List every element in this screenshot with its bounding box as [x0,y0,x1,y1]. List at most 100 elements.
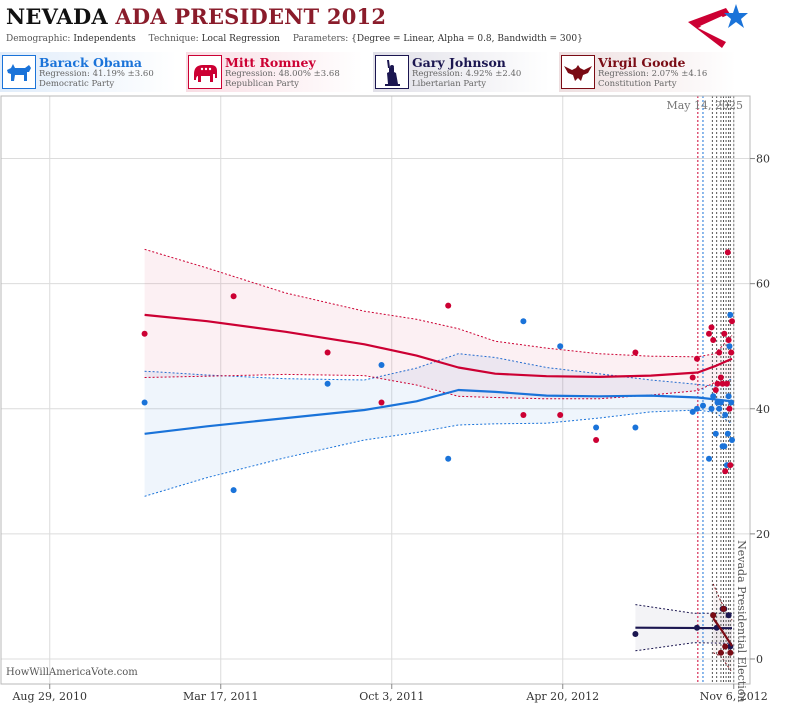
candidate-regression: Regression: 48.00% ±3.68 [225,69,340,79]
virgil-goode-poll-point [720,605,727,612]
demographic-value: Independents [73,34,136,44]
x-tick-label: Mar 17, 2011 [183,690,259,703]
gary-johnson-band-lower [635,642,733,652]
legend-item-johnson[interactable]: Gary Johnson Regression: 4.92% ±2.40 Lib… [373,52,559,92]
mitt-romney-poll-point [727,462,734,469]
plot-frame [0,95,751,685]
title-state: NEVADA [6,4,108,29]
mitt-romney-band [144,249,733,399]
y-tick-label: 40 [756,403,770,416]
poll-points [141,249,735,656]
mitt-romney-poll-point [721,330,728,337]
poll-date-lines [697,96,735,684]
header: NEVADA ADA PRESIDENT 2012 Demographic: I… [0,0,789,50]
barack-obama-poll-point [230,487,237,494]
barack-obama-band-upper [144,353,733,387]
virgil-goode-poll-point [722,643,729,650]
virgil-goode-poll-point [727,649,734,656]
barack-obama-poll-point [378,362,385,368]
barack-obama-trend-line [144,388,733,435]
barack-obama-poll-point [727,311,734,318]
mitt-romney-poll-point [710,337,717,343]
mitt-romney-poll-point [520,412,527,418]
barack-obama-poll-point [725,393,732,400]
mitt-romney-poll-point [378,399,385,406]
demographic-label: Demographic: [6,34,71,44]
legend-item-obama[interactable]: Barack Obama Regression: 41.19% ±3.60 De… [0,52,186,92]
gary-johnson-trend-line [635,626,733,630]
barack-obama-poll-point [726,343,733,350]
mitt-romney-poll-point [723,380,730,387]
candidate-name: Gary Johnson [412,55,506,70]
mitt-romney-band-lower [144,373,733,400]
liberty-statue-icon [375,55,409,89]
mitt-romney-poll-point [593,437,600,443]
flag-star-logo-icon [688,4,748,48]
date-label: May 14, 2025 [666,99,743,112]
barack-obama-poll-point [324,380,331,387]
barack-obama-poll-point [593,424,600,431]
gary-johnson-poll-point [725,612,732,619]
y-tick-label: 80 [756,153,770,166]
mitt-romney-trend-line [144,313,733,378]
barack-obama-poll-point [700,402,706,409]
barack-obama-poll-point [141,399,148,406]
mitt-romney-poll-point [717,374,724,381]
barack-obama-poll-point [716,405,723,412]
legend-item-goode[interactable]: Virgil Goode Regression: 2.07% ±4.16 Con… [559,52,745,92]
barack-obama-poll-point [632,424,639,431]
mitt-romney-poll-point [712,387,719,393]
x-tick-label: Nov 6, 2012 [700,690,768,703]
mitt-romney-poll-point [445,302,452,309]
barack-obama-poll-point [694,405,700,412]
barack-obama-poll-point [710,393,717,400]
site-credit: HowWillAmericaVote.com [6,667,138,678]
candidate-party: Democratic Party [39,79,115,89]
parameters-label: Parameters: [292,34,349,44]
gary-johnson-band-upper [635,604,732,614]
barack-obama-poll-point [712,430,719,437]
barack-obama-poll-point [722,412,729,418]
legend: Barack Obama Regression: 41.19% ±3.60 De… [0,52,789,92]
gary-johnson-poll-point [632,631,639,637]
candidate-regression: Regression: 41.19% ±3.60 [39,69,154,79]
legend-item-romney[interactable]: Mitt Romney Regression: 48.00% ±3.68 Rep… [186,52,372,92]
x-tick-label: Apr 20, 2012 [525,690,599,703]
barack-obama-band [144,353,733,497]
x-tick-label: Oct 3, 2011 [359,690,424,703]
candidate-name: Virgil Goode [598,55,686,70]
eagle-icon [561,55,595,89]
barack-obama-poll-point [724,430,731,437]
mitt-romney-poll-point [632,349,639,356]
parameters-value: {Degree = Linear, Alpha = 0.8, Bandwidth… [351,34,583,44]
event-label: Nevada Presidential Election [735,540,748,702]
y-tick-label: 0 [756,653,763,666]
elephant-icon [188,55,222,89]
mitt-romney-poll-point [324,349,331,356]
virgil-goode-trend-line [712,617,733,647]
trend-lines [144,313,733,647]
subtitle: Demographic: Independents Technique: Loc… [6,34,583,44]
y-tick-label: 60 [756,278,770,291]
barack-obama-poll-point [445,455,452,462]
technique-value: Local Regression [201,34,280,44]
mitt-romney-poll-point [726,405,733,412]
mitt-romney-poll-point [716,349,723,356]
mitt-romney-poll-point [706,330,712,337]
mitt-romney-poll-point [557,412,564,418]
y-tick-label: 20 [756,528,770,541]
barack-obama-poll-point [721,443,728,450]
barack-obama-poll-point [729,437,735,443]
barack-obama-poll-point [706,455,712,462]
barack-obama-poll-point [520,318,527,325]
virgil-goode-poll-point [710,612,717,619]
candidate-party: Libertarian Party [412,79,487,89]
barack-obama-poll-point [557,343,564,350]
mitt-romney-poll-point [230,293,237,300]
mitt-romney-poll-point [714,380,721,387]
candidate-name: Barack Obama [39,55,143,70]
mitt-romney-poll-point [719,380,726,387]
mitt-romney-poll-point [725,337,732,343]
candidate-name: Mitt Romney [225,55,316,70]
confidence-bands [144,248,733,673]
